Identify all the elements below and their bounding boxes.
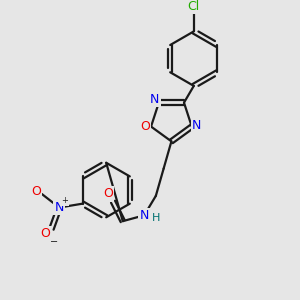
Text: N: N	[140, 209, 149, 222]
Text: H: H	[152, 213, 160, 223]
Text: O: O	[31, 184, 41, 197]
Text: −: −	[50, 237, 59, 247]
Text: N: N	[192, 119, 201, 132]
Text: O: O	[140, 120, 150, 133]
Text: O: O	[103, 188, 113, 200]
Text: +: +	[62, 196, 68, 205]
Text: O: O	[41, 227, 51, 240]
Text: N: N	[150, 93, 160, 106]
Text: Cl: Cl	[188, 0, 200, 13]
Text: N: N	[55, 201, 64, 214]
